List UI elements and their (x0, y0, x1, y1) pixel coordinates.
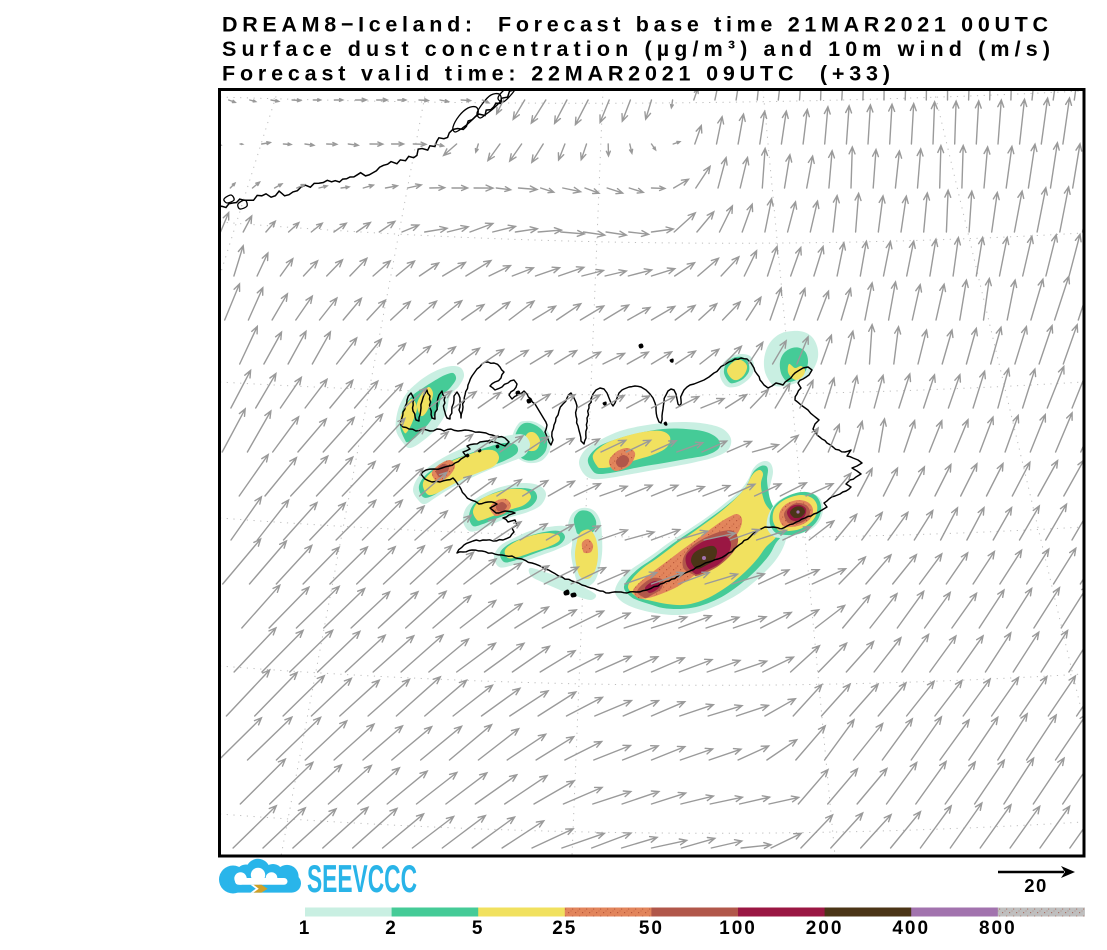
svg-text:50: 50 (639, 918, 664, 939)
svg-text:Surface dust concentration (µg: Surface dust concentration (µg/m³) and 1… (222, 37, 1050, 61)
svg-text:400: 400 (892, 918, 930, 939)
svg-text:20: 20 (1024, 875, 1048, 896)
svg-text:Forecast valid time: 22MAR2021: Forecast valid time: 22MAR2021 09UTC (+3… (222, 62, 890, 86)
svg-text:1: 1 (299, 918, 312, 939)
svg-text:DREAM8−Iceland: Forecast base: DREAM8−Iceland: Forecast base time 21MAR… (222, 13, 1048, 37)
svg-text:5: 5 (472, 918, 485, 939)
svg-text:800: 800 (979, 918, 1017, 939)
svg-text:25: 25 (552, 918, 577, 939)
svg-text:100: 100 (719, 918, 757, 939)
svg-text:2: 2 (385, 918, 398, 939)
svg-text:200: 200 (806, 918, 844, 939)
svg-text:SEEVCCC: SEEVCCC (307, 858, 417, 901)
